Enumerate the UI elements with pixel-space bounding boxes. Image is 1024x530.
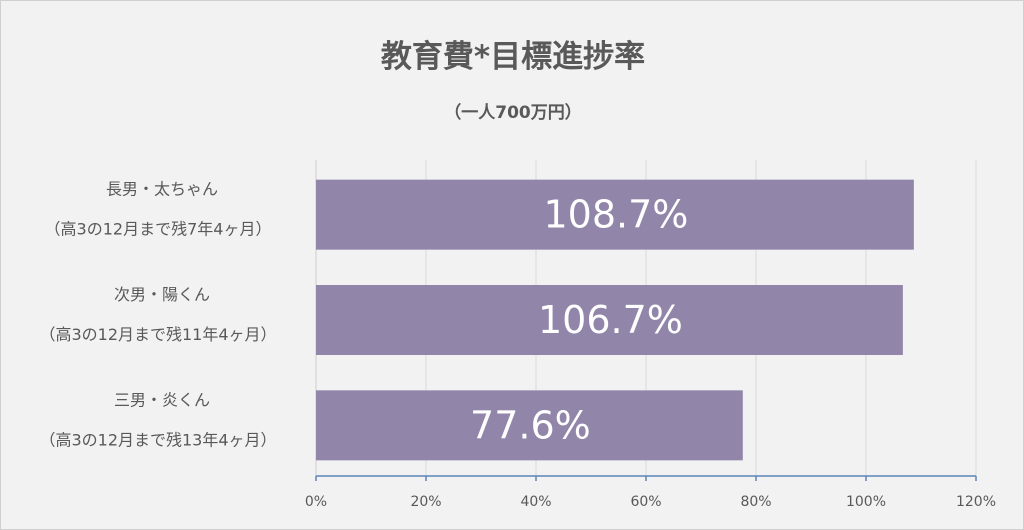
category-label-remaining: （高3の12月まで残13年4ヶ月） — [39, 430, 276, 449]
x-tick-label: 120% — [956, 494, 996, 510]
x-axis: 0% 20% 40% 60% 80% 100% 120% — [305, 475, 996, 510]
bar — [316, 285, 903, 355]
bar-value-label: 108.7% — [543, 193, 688, 237]
category-labels: 長男・太ちゃん （高3の12月まで残7年4ヶ月） 次男・陽くん （高3の12月まで残1… — [39, 180, 276, 450]
x-tick-label: 60% — [630, 494, 661, 510]
category-label-name: 次男・陽くん — [114, 285, 210, 304]
bars: 108.7% 106.7% 77.6% — [316, 179, 914, 461]
bar-value-label: 106.7% — [538, 298, 683, 342]
bar — [316, 179, 914, 250]
category-label-name: 三男・炎くん — [114, 390, 210, 409]
category-label-name: 長男・太ちゃん — [106, 180, 218, 199]
x-tick-label: 80% — [740, 494, 771, 510]
category-label-remaining: （高3の12月まで残7年4ヶ月） — [45, 220, 272, 239]
chart-title: 教育費*目標進捗率 — [380, 39, 646, 75]
category-label-remaining: （高3の12月まで残11年4ヶ月） — [39, 325, 276, 344]
bar — [316, 390, 743, 461]
chart-subtitle: （一人700万円） — [444, 103, 582, 123]
x-tick-label: 100% — [846, 494, 886, 510]
x-tick-label: 40% — [520, 494, 551, 510]
x-tick-label: 20% — [410, 494, 441, 510]
x-tick-label: 0% — [305, 494, 327, 510]
bar-value-label: 77.6% — [470, 403, 591, 447]
